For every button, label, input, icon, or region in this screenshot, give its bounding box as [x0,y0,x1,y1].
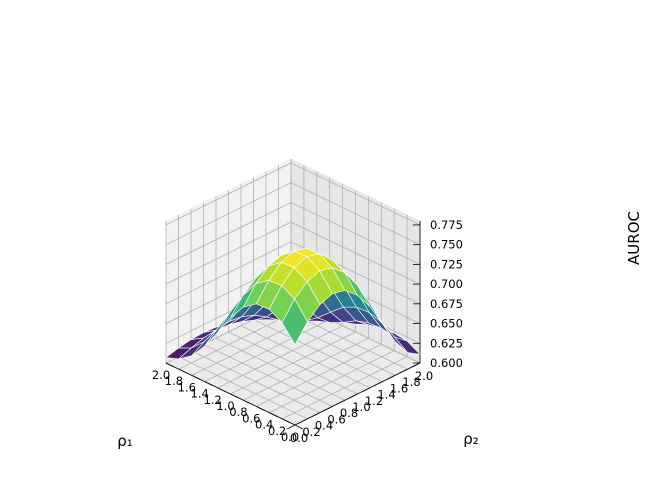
z-gridline [165,162,421,226]
z-tick-label: 0.700 [430,277,463,291]
z-tick-label: 0.675 [430,297,463,311]
x-tick-label: 0.0 [281,430,299,444]
y-tick-label: 1.0 [352,400,370,414]
surface-face [281,298,308,345]
x-axis-label: ρ₁ [117,432,133,450]
x-tick-label: 0.2 [268,424,286,438]
z-axis-ticks: 0.600 0.625 0.650 0.675 0.700 0.725 0.750 0.775 [413,218,463,370]
z-gridline [165,241,421,305]
y-tick-label: 1.4 [377,388,395,402]
x-tick-label: 0.4 [255,418,273,432]
z-tick-label: 0.625 [430,336,463,350]
y-tick-label: 0.4 [315,419,333,433]
z-tick-label: 0.600 [430,356,463,370]
x-tick-mark [191,375,200,380]
y-tick-mark [324,406,333,411]
y-tick-mark [386,375,396,380]
x-tick-mark [281,418,291,424]
y-tick-mark [299,418,308,424]
x-tick-label: 1.4 [191,387,209,401]
z-gridline [165,221,421,285]
y-tick-mark [349,393,358,399]
x-tick-label: 1.6 [178,380,196,394]
x-tick-mark [217,387,226,393]
z-tick-label: 0.775 [430,218,463,232]
y-tick-label: 2.0 [415,369,433,383]
z-gridline [165,201,421,265]
x-tick-label: 1.2 [203,393,221,407]
surface-plot [165,248,421,360]
z-tick-label: 0.750 [430,238,463,252]
x-axis-ticks: 0.00.20.40.60.81.01.21.41.61.82.0 [152,362,304,444]
z-axis-label: AUROC [625,211,643,265]
y-axis-label: ρ₂ [463,430,479,448]
x-tick-label: 0.6 [242,411,260,425]
y-tick-mark [286,424,296,430]
x-tick-mark [269,412,278,417]
y-tick-label: 0.8 [340,406,358,420]
x-tick-mark [204,381,213,386]
y-tick-label: 1.2 [365,394,383,408]
x-tick-label: 2.0 [152,368,170,382]
y-tick-label: 0.6 [327,412,345,426]
z-gridline [165,182,421,246]
x-tick-mark [256,406,265,411]
x-tick-mark [294,424,304,430]
x-tick-label: 0.8 [229,405,247,419]
y-tick-label: 0.2 [302,425,320,439]
x-tick-mark [165,362,175,368]
y-tick-label: 0.0 [290,431,308,445]
x-tick-label: 1.8 [165,374,183,388]
y-tick-label: 1.6 [390,381,408,395]
x-tick-mark [230,393,239,399]
y-axis-ticks: 0.00.20.40.60.81.01.21.41.61.82.0 [286,362,433,445]
x-tick-label: 1.0 [216,399,234,413]
z-tick-label: 0.650 [430,317,463,331]
y-tick-mark [361,387,371,393]
y-tick-mark [336,399,346,405]
y-tick-mark [411,362,421,368]
x-tick-mark [243,399,252,405]
y-tick-mark [399,368,408,374]
y-tick-label: 1.8 [402,375,420,389]
z-tick-label: 0.725 [430,257,463,271]
y-tick-mark [311,412,321,417]
x-tick-mark [178,368,188,374]
y-tick-mark [374,381,383,386]
